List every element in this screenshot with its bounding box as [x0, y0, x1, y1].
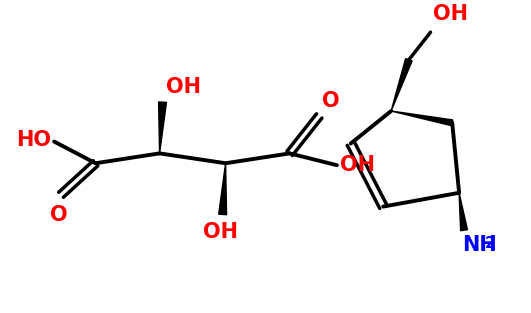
Polygon shape: [391, 111, 453, 126]
Polygon shape: [459, 193, 467, 231]
Polygon shape: [219, 163, 227, 215]
Text: OH: OH: [433, 4, 467, 24]
Text: 2: 2: [485, 236, 495, 251]
Text: O: O: [322, 91, 340, 111]
Text: OH: OH: [167, 77, 201, 97]
Polygon shape: [391, 59, 412, 111]
Polygon shape: [159, 102, 167, 153]
Text: NH: NH: [462, 235, 497, 255]
Text: OH: OH: [203, 222, 238, 242]
Text: OH: OH: [340, 155, 375, 175]
Text: O: O: [50, 205, 68, 225]
Text: HO: HO: [16, 130, 51, 150]
